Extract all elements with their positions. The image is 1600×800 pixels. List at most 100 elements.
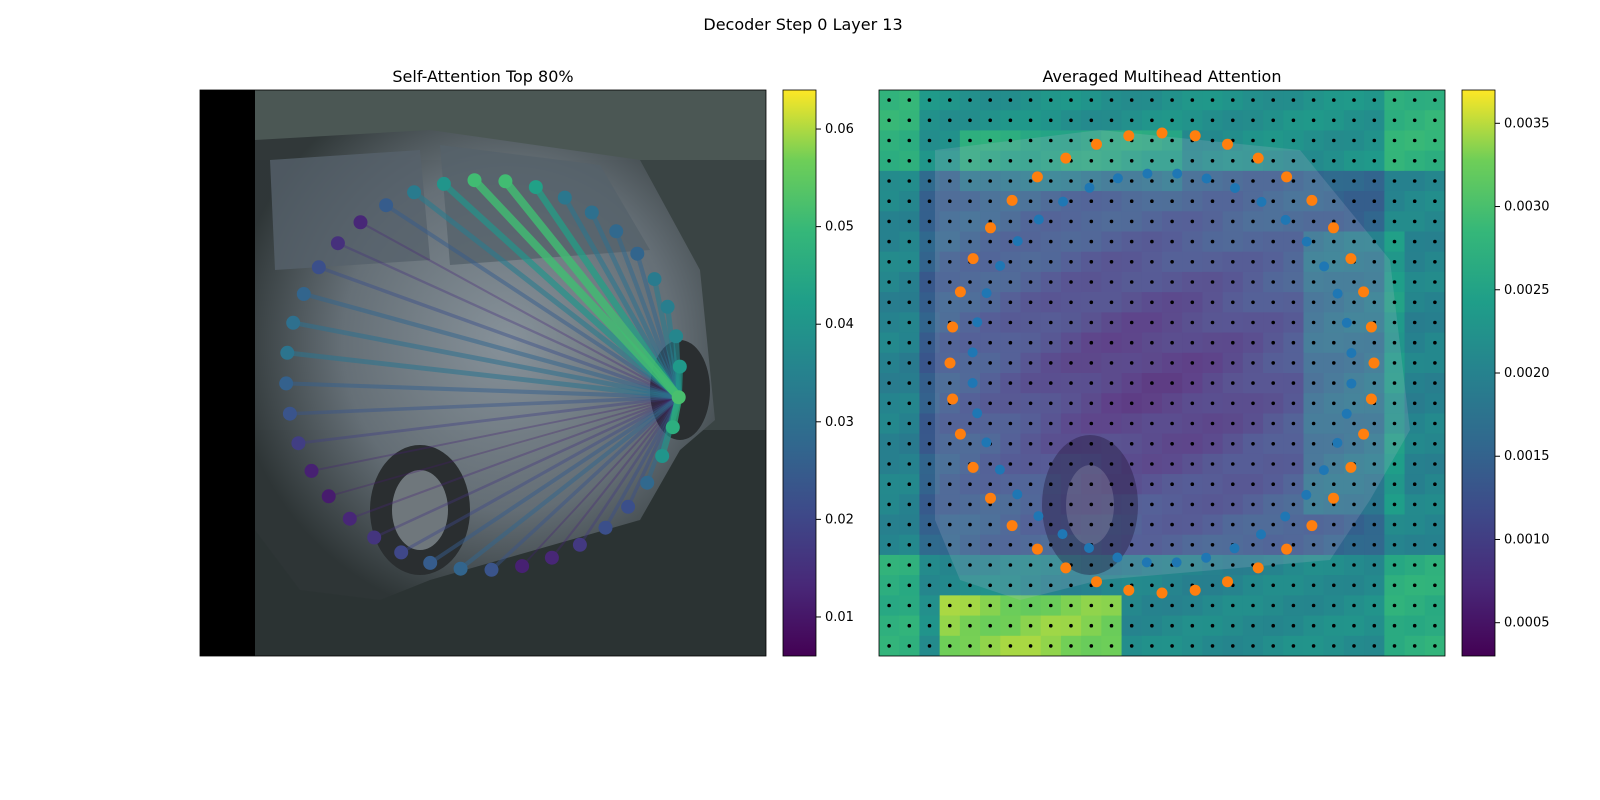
grid-dot [1231, 179, 1235, 183]
grid-dot [1210, 280, 1215, 284]
grid-dot [988, 522, 992, 527]
grid-dot [1210, 138, 1215, 143]
grid-dot [1291, 583, 1296, 588]
grid-dot [948, 260, 952, 264]
orange-point [947, 321, 959, 333]
grid-dot [1412, 118, 1417, 123]
grid-dot [1069, 138, 1073, 143]
attention-line [411, 189, 682, 400]
grid-dot [1311, 482, 1316, 487]
grid-dot [907, 482, 912, 487]
grid-dot [1210, 563, 1215, 567]
grid-dot [1129, 482, 1134, 487]
grid-dot [1008, 340, 1013, 345]
orange-point [1060, 562, 1072, 574]
attention-line [603, 395, 681, 530]
grid-dot [1291, 138, 1296, 143]
grid-dot [948, 603, 952, 608]
grid-dot [1291, 623, 1296, 628]
grid-dot [1129, 361, 1134, 365]
grid-dot [1372, 442, 1377, 446]
grid-dot [1190, 603, 1195, 608]
grid-dot [927, 502, 932, 507]
grid-dot [1372, 300, 1377, 305]
grid-dot [1433, 543, 1437, 547]
grid-dot [1433, 644, 1437, 648]
grid-dot [907, 300, 912, 305]
orange-point [1345, 253, 1357, 265]
grid-dot [1109, 239, 1114, 244]
grid-dot [1433, 138, 1437, 143]
grid-dot [907, 239, 912, 244]
grid-dot [887, 239, 891, 244]
grid-dot [1069, 583, 1073, 588]
grid-dot [1352, 603, 1356, 608]
grid-dot [1271, 159, 1275, 163]
grid-dot [1150, 401, 1154, 406]
grid-dot [968, 118, 972, 123]
grid-dot [988, 644, 992, 648]
grid-dot [1271, 522, 1275, 527]
grid-dot [1372, 583, 1377, 588]
orange-point [1156, 587, 1168, 599]
grid-dot [927, 522, 932, 527]
grid-dot [1069, 260, 1073, 264]
grid-dot [927, 361, 932, 365]
grid-dot [1271, 502, 1275, 507]
contour-point [321, 489, 336, 504]
grid-dot [1190, 522, 1195, 527]
contour-point [640, 475, 655, 490]
attention-line [501, 177, 683, 402]
grid-dot [1170, 603, 1174, 608]
grid-dot [1190, 199, 1195, 203]
grid-dot [1412, 179, 1417, 183]
grid-dot [1028, 603, 1033, 608]
grid-dot [1412, 401, 1417, 406]
grid-dots [887, 98, 1437, 648]
grid-dot [1332, 98, 1336, 102]
grid-dot [948, 502, 952, 507]
grid-dot [1352, 543, 1356, 547]
orange-point [1306, 520, 1318, 532]
colorbar-tick-label: 0.06 [825, 122, 854, 137]
grid-dot [1392, 239, 1397, 244]
grid-dot [1332, 623, 1336, 628]
contour-point [621, 499, 636, 514]
grid-dot [1150, 239, 1154, 244]
grid-dot [1028, 159, 1033, 163]
contour-point [423, 555, 438, 570]
grid-dot [968, 543, 972, 547]
grid-dot [1069, 462, 1073, 466]
grid-dot [1372, 280, 1377, 284]
grid-dot [1170, 138, 1174, 143]
grid-dot [1311, 543, 1316, 547]
grid-dot [988, 179, 992, 183]
grid-dot [1433, 462, 1437, 466]
grid-dot [1109, 502, 1114, 507]
grid-dot [1069, 482, 1073, 487]
grid-dot [1392, 401, 1397, 406]
grid-dot [927, 381, 932, 385]
grid-dot [927, 320, 932, 325]
grid-dot [1251, 260, 1255, 264]
grid-dot [907, 320, 912, 325]
grid-dot [1392, 340, 1397, 345]
grid-dot [927, 118, 932, 123]
grid-dot [948, 199, 952, 203]
grid-dot [1150, 340, 1154, 345]
grid-dot [1109, 98, 1114, 102]
grid-dot [1311, 340, 1316, 345]
left-black-strip [200, 90, 255, 656]
orange-point [947, 393, 959, 405]
grid-dot [1089, 644, 1094, 648]
grid-dot [1311, 644, 1316, 648]
grid-dot [1433, 118, 1437, 123]
grid-dot [1150, 623, 1154, 628]
grid-dot [1412, 361, 1417, 365]
blue-point [1301, 236, 1312, 247]
grid-dot [968, 340, 972, 345]
grid-dot [1028, 118, 1033, 123]
orange-point [1189, 130, 1201, 142]
grid-dot [1190, 159, 1195, 163]
grid-dot [1190, 340, 1195, 345]
